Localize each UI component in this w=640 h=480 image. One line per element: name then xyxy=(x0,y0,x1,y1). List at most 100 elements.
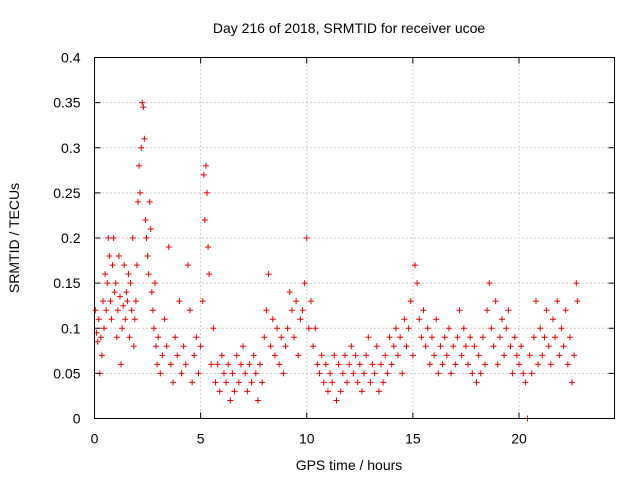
x-tick-label: 15 xyxy=(405,431,421,447)
data-point xyxy=(547,361,554,368)
data-point xyxy=(132,298,139,305)
data-point xyxy=(509,370,516,377)
data-point xyxy=(299,307,306,314)
data-point xyxy=(310,343,317,350)
data-point xyxy=(225,361,232,368)
data-point xyxy=(180,343,187,350)
data-point xyxy=(397,334,404,341)
data-point xyxy=(146,198,153,205)
data-point xyxy=(503,325,510,332)
data-point xyxy=(172,334,179,341)
data-point xyxy=(318,352,325,359)
data-point xyxy=(147,225,154,232)
data-point xyxy=(369,361,376,368)
data-point xyxy=(329,379,336,386)
data-point xyxy=(223,379,230,386)
data-point xyxy=(94,338,101,345)
data-point xyxy=(435,370,442,377)
data-point xyxy=(154,361,161,368)
data-point xyxy=(501,352,508,359)
data-point xyxy=(129,235,136,241)
y-tick-label: 0 xyxy=(73,411,81,427)
data-point xyxy=(515,361,522,368)
data-point xyxy=(128,307,135,314)
data-point xyxy=(114,307,121,314)
data-point xyxy=(341,352,348,359)
data-point xyxy=(571,352,578,359)
data-point xyxy=(390,343,397,350)
data-point xyxy=(513,352,520,359)
data-point xyxy=(151,280,158,287)
data-point xyxy=(350,370,357,377)
data-point xyxy=(212,379,219,386)
data-point xyxy=(244,388,251,395)
data-point xyxy=(301,280,308,287)
y-axis: 0 0.05 0.1 0.15 0.2 0.25 0.3 0.35 0.4 xyxy=(53,50,615,427)
data-point xyxy=(257,361,264,368)
data-point xyxy=(240,343,247,350)
data-point xyxy=(145,271,152,278)
data-point xyxy=(193,334,200,341)
data-point xyxy=(473,379,480,386)
y-tick-label: 0.1 xyxy=(61,320,81,336)
data-point xyxy=(465,361,472,368)
data-point xyxy=(371,370,378,377)
data-point xyxy=(282,343,289,350)
y-tick-label: 0.2 xyxy=(61,230,81,246)
data-point xyxy=(92,307,99,314)
data-point xyxy=(202,162,209,169)
data-point xyxy=(121,262,128,269)
data-point xyxy=(195,370,202,377)
data-point xyxy=(386,334,393,341)
data-point xyxy=(149,307,156,314)
data-point xyxy=(206,271,213,278)
data-point xyxy=(499,316,506,323)
data-point xyxy=(97,334,104,341)
data-point xyxy=(445,325,452,332)
data-point xyxy=(505,307,512,314)
data-point xyxy=(155,334,162,341)
data-point xyxy=(208,361,215,368)
data-point xyxy=(320,379,327,386)
data-point xyxy=(479,334,486,341)
data-point xyxy=(467,334,474,341)
data-point xyxy=(199,298,206,305)
data-point xyxy=(184,262,191,269)
data-point xyxy=(131,316,138,323)
y-tick-label: 0.25 xyxy=(53,185,80,201)
data-point xyxy=(269,316,276,323)
data-point xyxy=(490,343,497,350)
data-point xyxy=(252,370,259,377)
data-point xyxy=(399,370,406,377)
data-point xyxy=(176,298,183,305)
data-point xyxy=(537,325,544,332)
y-tick-label: 0.4 xyxy=(61,50,81,66)
data-point xyxy=(545,343,552,350)
data-point xyxy=(291,334,298,341)
data-point xyxy=(409,352,416,359)
y-tick-label: 0.15 xyxy=(53,275,80,291)
data-point xyxy=(307,298,314,305)
data-point xyxy=(494,361,501,368)
data-point xyxy=(520,370,527,377)
data-point xyxy=(358,388,365,395)
data-point xyxy=(118,361,125,368)
data-point xyxy=(443,352,450,359)
data-point xyxy=(102,271,109,278)
data-point xyxy=(535,361,542,368)
data-point xyxy=(558,325,565,332)
data-point xyxy=(205,244,212,251)
data-point xyxy=(418,334,425,341)
data-point xyxy=(133,262,140,269)
data-point xyxy=(140,104,147,111)
data-point xyxy=(115,253,122,260)
data-point xyxy=(324,388,331,395)
data-point xyxy=(392,325,399,332)
data-point xyxy=(549,316,556,323)
data-point xyxy=(197,343,204,350)
data-point xyxy=(539,352,546,359)
data-point xyxy=(108,316,115,323)
data-point xyxy=(136,162,143,169)
data-point xyxy=(384,370,391,377)
